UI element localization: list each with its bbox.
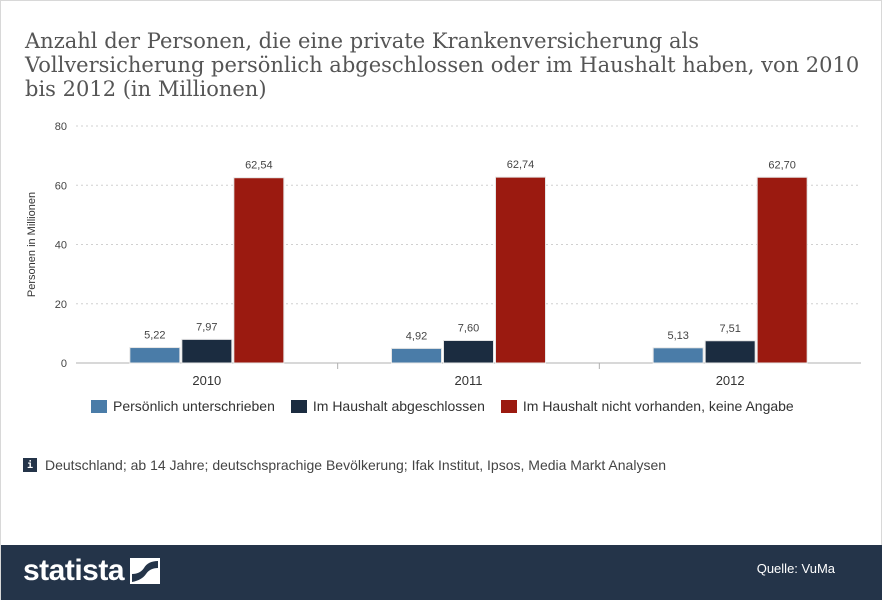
x-tick-label: 2011 — [455, 373, 483, 388]
bar — [756, 176, 808, 364]
legend-swatch — [91, 399, 107, 413]
bar — [233, 177, 285, 364]
bar — [704, 340, 756, 364]
bar — [129, 347, 181, 364]
footer-bar: statista Quelle: VuMa — [1, 545, 882, 600]
bar — [495, 176, 546, 364]
legend-item[interactable]: Im Haushalt nicht vorhanden, keine Angab… — [500, 398, 794, 414]
bar — [443, 339, 494, 364]
logo-text: statista — [23, 554, 125, 587]
source-text[interactable]: Quelle: VuMa — [756, 561, 835, 576]
legend-swatch — [500, 399, 517, 413]
data-label: 7,97 — [196, 321, 217, 333]
info-icon[interactable]: i — [23, 458, 37, 472]
statista-logo[interactable]: statista — [23, 554, 161, 588]
data-label: 7,60 — [458, 322, 479, 334]
y-tick-label: 80 — [55, 121, 67, 133]
y-tick-label: 0 — [61, 358, 67, 370]
bar — [181, 338, 233, 364]
data-label: 5,13 — [667, 330, 688, 342]
legend-label: Im Haushalt nicht vorhanden, keine Angab… — [522, 398, 794, 414]
y-tick-label: 40 — [55, 240, 67, 252]
data-label: 62,74 — [507, 159, 535, 171]
y-tick-label: 60 — [55, 180, 67, 192]
note-text: Deutschland; ab 14 Jahre; deutschsprachi… — [45, 457, 667, 473]
data-label: 5,22 — [144, 330, 165, 342]
data-label: 62,70 — [768, 159, 796, 171]
statista-logo-icon — [130, 558, 161, 584]
x-tick-label: 2012 — [716, 373, 745, 388]
legend-item[interactable]: Persönlich unterschrieben — [91, 398, 275, 414]
chart-legend: Persönlich unterschrieben Im Haushalt abg… — [91, 398, 810, 414]
y-axis-label: Personen in Millionen — [26, 192, 38, 297]
bar — [391, 347, 442, 364]
y-tick-label: 20 — [55, 299, 67, 311]
chart-note: i Deutschland; ab 14 Jahre; deutschsprac… — [23, 457, 666, 473]
data-label: 7,51 — [719, 323, 740, 335]
bar-chart: 0 20 40 60 80 Personen in Millionen 5,22 7,97 62… — [26, 121, 861, 388]
legend-label: Persönlich unterschrieben — [113, 398, 275, 414]
chart-title: Anzahl der Personen, die eine private Kr… — [25, 29, 860, 101]
legend-swatch — [290, 399, 307, 413]
data-label: 4,92 — [406, 330, 427, 342]
legend-label: Im Haushalt abgeschlossen — [312, 398, 485, 414]
data-label: 62,54 — [245, 160, 273, 172]
legend-item[interactable]: Im Haushalt abgeschlossen — [290, 398, 485, 414]
bar — [652, 347, 704, 364]
x-tick-label: 2010 — [192, 373, 221, 388]
